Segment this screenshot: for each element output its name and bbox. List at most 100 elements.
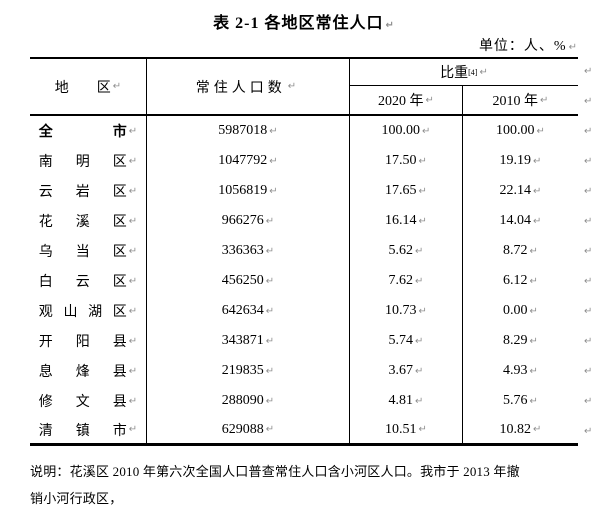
column-header-region-text: 地区 — [54, 80, 111, 96]
share-2020-value: 3.67 — [388, 363, 414, 378]
population-value: 219835 — [221, 363, 264, 378]
table-cell-region: 花溪区 ↵ — [30, 206, 147, 236]
paragraph-mark-icon: ↵ — [584, 365, 593, 377]
region-name: 花溪区 — [38, 215, 127, 230]
cell-mark-icon: ↵ — [128, 335, 138, 347]
cell-mark-icon: ↵ — [415, 335, 424, 347]
column-header-population-text: 常住人口数 — [195, 80, 286, 96]
table-cell-population: 629088 ↵ — [147, 416, 350, 446]
share-2020-value: 100.00 — [381, 123, 421, 138]
cell-mark-icon: ↵ — [287, 81, 301, 92]
population-value: 1056819 — [218, 183, 268, 198]
table-cell-share-2020: 100.00 ↵ — [350, 116, 463, 146]
share-2020-value: 7.62 — [388, 273, 414, 288]
region-name: 开阳县 — [38, 335, 127, 350]
cell-mark-icon: ↵ — [418, 185, 427, 197]
paragraph-mark-icon: ↵ — [584, 425, 593, 437]
paragraph-mark-icon: ↵ — [385, 20, 395, 31]
share-2020-value: 17.65 — [385, 183, 417, 198]
cell-mark-icon: ↵ — [418, 215, 427, 227]
page-title: 表 2-1 各地区常住人口 ↵ — [30, 9, 578, 33]
population-value: 629088 — [221, 421, 264, 437]
cell-mark-icon: ↵ — [536, 125, 545, 137]
row-end-mark: ↵ — [578, 266, 598, 296]
region-name: 云岩区 — [38, 185, 127, 200]
share-2020-value: 16.14 — [385, 213, 417, 228]
row-end-mark: ↵ — [578, 296, 598, 326]
cell-mark-icon: ↵ — [128, 185, 138, 197]
table-cell-share-2010: 8.29 ↵ — [463, 326, 578, 356]
cell-mark-icon: ↵ — [529, 275, 538, 287]
share-2010-value: 6.12 — [503, 273, 528, 288]
share-2010-value: 5.76 — [503, 393, 528, 408]
cell-mark-icon: ↵ — [265, 275, 275, 287]
cell-mark-icon: ↵ — [425, 94, 434, 106]
table-cell-population: 343871 ↵ — [147, 326, 350, 356]
footnote-line-1: 说明：花溪区 2010 年第六次全国人口普查常住人口含小河区人口。我市于 201… — [30, 458, 530, 506]
cell-mark-icon: ↵ — [265, 335, 275, 347]
table-cell-share-2010: 4.93 ↵ — [463, 356, 578, 386]
row-end-mark: ↵ — [578, 416, 598, 446]
unit-label: 单位：人、% ↵ — [30, 35, 578, 55]
cell-mark-icon: ↵ — [533, 185, 542, 197]
table-cell-population: 219835 ↵ — [147, 356, 350, 386]
table-cell-share-2010: 19.19 ↵ — [463, 146, 578, 176]
table-cell-share-2010: 6.12 ↵ — [463, 266, 578, 296]
column-header-region: 地区 ↵ — [30, 57, 147, 116]
cell-mark-icon: ↵ — [269, 125, 278, 137]
row-end-mark: ↵ — [578, 57, 598, 86]
row-end-mark: ↵ — [578, 116, 598, 146]
share-2010-value: 22.14 — [499, 183, 532, 198]
row-end-mark: ↵ — [578, 236, 598, 266]
table-cell-population: 1047792 ↵ — [147, 146, 350, 176]
cell-mark-icon: ↵ — [540, 94, 549, 106]
region-name: 全市 — [38, 125, 127, 140]
cell-mark-icon: ↵ — [479, 66, 488, 78]
cell-mark-icon: ↵ — [422, 125, 431, 137]
table-cell-share-2020: 10.51 ↵ — [350, 416, 463, 446]
row-end-mark: ↵ — [578, 356, 598, 386]
paragraph-mark-icon: ↵ — [584, 125, 593, 137]
cell-mark-icon: ↵ — [265, 305, 275, 317]
cell-mark-icon: ↵ — [265, 395, 275, 407]
table-cell-share-2020: 17.50 ↵ — [350, 146, 463, 176]
footnote-line-1-text: 说明：花溪区 2010 年第六次全国人口普查常住人口含小河区人口。我市于 201… — [30, 464, 520, 506]
cell-mark-icon: ↵ — [128, 305, 138, 317]
cell-mark-icon: ↵ — [533, 215, 542, 227]
table-footnote: 说明：花溪区 2010 年第六次全国人口普查常住人口含小河区人口。我市于 201… — [30, 458, 530, 506]
cell-mark-icon: ↵ — [418, 305, 427, 317]
share-2020-value: 17.50 — [385, 153, 417, 168]
table-cell-region: 开阳县 ↵ — [30, 326, 147, 356]
table-cell-population: 5987018 ↵ — [147, 116, 350, 146]
cell-mark-icon: ↵ — [529, 305, 538, 317]
cell-mark-icon: ↵ — [128, 245, 138, 257]
region-name: 观山湖区 — [38, 305, 127, 320]
paragraph-mark-icon: ↵ — [584, 395, 593, 407]
table-cell-share-2020: 16.14 ↵ — [350, 206, 463, 236]
row-end-mark: ↵ — [578, 176, 598, 206]
table-cell-population: 1056819 ↵ — [147, 176, 350, 206]
share-2020-value: 10.73 — [385, 303, 417, 318]
paragraph-mark-icon: ↵ — [584, 305, 593, 317]
table-cell-population: 456250 ↵ — [147, 266, 350, 296]
footnote-reference: [4] — [468, 67, 478, 77]
cell-mark-icon: ↵ — [265, 365, 275, 377]
cell-mark-icon: ↵ — [529, 335, 538, 347]
share-2010-value: 8.72 — [503, 243, 528, 258]
table-cell-region: 白云区 ↵ — [30, 266, 147, 296]
population-table: 地区 ↵ 常住人口数 ↵ 比重 [4] ↵ 2020 年 ↵ 2010 年 ↵ ↵ ↵ 全市… — [30, 57, 598, 446]
cell-mark-icon: ↵ — [533, 155, 542, 167]
table-cell-share-2010: 5.76 ↵ — [463, 386, 578, 416]
cell-mark-icon: ↵ — [415, 365, 424, 377]
cell-mark-icon: ↵ — [529, 245, 538, 257]
table-cell-region: 全市 ↵ — [30, 116, 147, 146]
cell-mark-icon: ↵ — [128, 275, 138, 287]
share-2020-value: 10.51 — [385, 421, 417, 437]
cell-mark-icon: ↵ — [269, 185, 278, 197]
table-cell-share-2020: 5.62 ↵ — [350, 236, 463, 266]
population-value: 966276 — [221, 213, 264, 228]
cell-mark-icon: ↵ — [529, 395, 538, 407]
cell-mark-icon: ↵ — [415, 395, 424, 407]
table-cell-share-2020: 3.67 ↵ — [350, 356, 463, 386]
